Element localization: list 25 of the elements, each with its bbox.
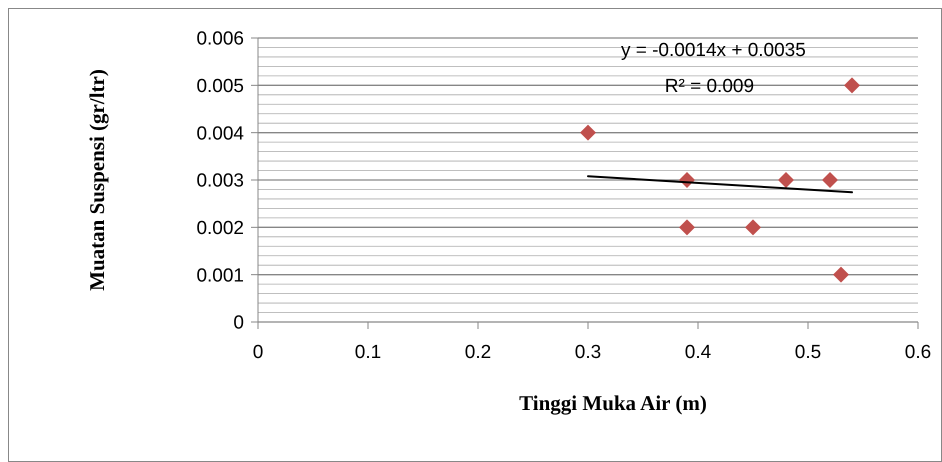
point xyxy=(778,172,794,188)
x-tick-label: 0.6 xyxy=(904,342,932,363)
y-axis-title: Muatan Suspensi (gr/ltr) xyxy=(85,69,109,291)
x-tick-label: 0.5 xyxy=(794,342,822,363)
x-tick-label: 0.3 xyxy=(574,342,602,363)
annotation: R² = 0.009 xyxy=(664,76,754,97)
y-tick-label: 0.005 xyxy=(196,76,244,97)
y-tick-label: 0.004 xyxy=(196,123,244,144)
point xyxy=(844,77,860,94)
point xyxy=(822,172,838,188)
point xyxy=(679,219,695,236)
x-tick-label: 0 xyxy=(252,342,264,363)
y-tick-label: 0 xyxy=(233,312,244,334)
x-axis-title: Tinggi Muka Air (m) xyxy=(519,391,707,415)
annotation: y = -0.0014x + 0.0035 xyxy=(620,40,806,61)
point xyxy=(745,219,761,236)
y-tick-label: 0.001 xyxy=(196,265,244,286)
point xyxy=(580,124,596,141)
y-tick-label: 0.006 xyxy=(196,28,244,50)
point xyxy=(833,266,849,283)
x-tick-label: 0.4 xyxy=(684,342,712,363)
x-tick-label: 0.2 xyxy=(464,342,492,363)
y-tick-label: 0.003 xyxy=(196,170,244,192)
x-tick-label: 0.1 xyxy=(354,342,382,363)
y-tick-label: 0.002 xyxy=(196,218,244,239)
